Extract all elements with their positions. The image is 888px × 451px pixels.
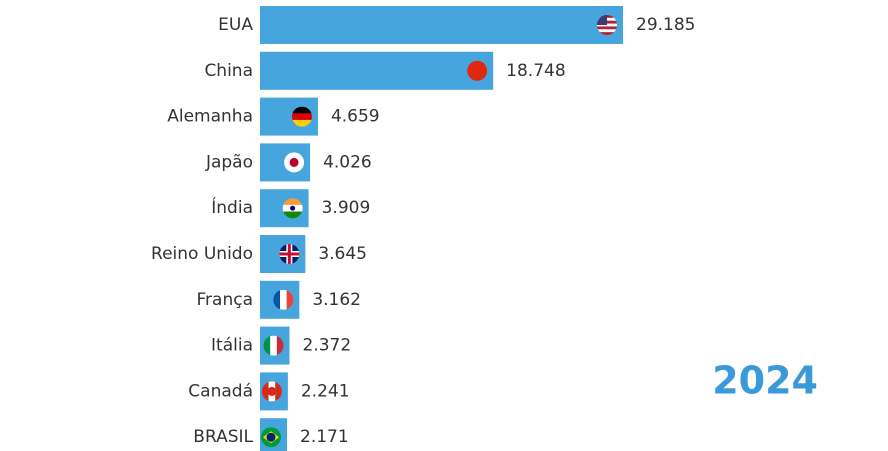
year-label: 2024 bbox=[712, 359, 818, 403]
flag-stripe bbox=[263, 335, 271, 356]
category-label: França bbox=[197, 290, 254, 310]
flag-stripe bbox=[273, 289, 281, 310]
category-label: BRASIL bbox=[193, 427, 253, 447]
flag-dot bbox=[289, 157, 299, 167]
category-label: Itália bbox=[211, 336, 253, 356]
value-label: 29.185 bbox=[636, 15, 695, 35]
flag-stripe bbox=[597, 32, 617, 35]
value-label: 18.748 bbox=[506, 61, 565, 81]
flag bbox=[261, 427, 282, 448]
flag bbox=[284, 152, 305, 173]
value-label: 3.645 bbox=[318, 244, 367, 264]
category-label: Japão bbox=[205, 152, 253, 172]
flag bbox=[282, 198, 303, 219]
flag-stripe bbox=[270, 335, 278, 356]
category-label: Canadá bbox=[188, 381, 253, 401]
flag bbox=[467, 60, 488, 81]
bar bbox=[260, 51, 494, 90]
flag-dot bbox=[267, 386, 277, 396]
value-label: 2.241 bbox=[301, 381, 350, 401]
value-label: 2.372 bbox=[303, 336, 352, 356]
flag-stripe bbox=[276, 335, 284, 356]
flag-stripe bbox=[282, 211, 303, 219]
flag bbox=[597, 15, 617, 35]
flag-stripe bbox=[467, 60, 488, 81]
flag-stripe bbox=[261, 381, 270, 402]
flag-stripe bbox=[275, 381, 282, 402]
flag bbox=[273, 289, 294, 310]
category-label: Índia bbox=[211, 196, 253, 218]
flag-stripe bbox=[291, 119, 312, 127]
flag-stripe bbox=[279, 289, 288, 310]
value-label: 4.659 bbox=[331, 107, 380, 127]
flag-cross bbox=[287, 244, 291, 264]
flag-stripe bbox=[282, 198, 303, 206]
flag-stripe bbox=[597, 23, 617, 27]
flag bbox=[261, 381, 282, 402]
value-label: 3.162 bbox=[312, 290, 361, 310]
flag bbox=[279, 244, 300, 264]
bar bbox=[260, 6, 623, 44]
flag bbox=[291, 106, 312, 127]
flag-stripe bbox=[291, 106, 312, 114]
flag-stripe bbox=[291, 113, 312, 121]
value-label: 3.909 bbox=[322, 198, 371, 218]
flag-stripe bbox=[597, 26, 617, 30]
flag-dot bbox=[266, 432, 276, 442]
flag bbox=[263, 335, 284, 356]
value-label: 4.026 bbox=[323, 152, 372, 172]
value-label: 2.171 bbox=[300, 427, 349, 447]
flag-stripe bbox=[286, 289, 294, 310]
category-label: Reino Unido bbox=[151, 244, 253, 264]
flag-stripe bbox=[597, 29, 617, 33]
flag-dot bbox=[290, 205, 296, 211]
category-label: Alemanha bbox=[167, 107, 253, 127]
category-label: EUA bbox=[218, 15, 253, 35]
flag-canton bbox=[597, 15, 607, 25]
category-label: China bbox=[204, 61, 253, 81]
